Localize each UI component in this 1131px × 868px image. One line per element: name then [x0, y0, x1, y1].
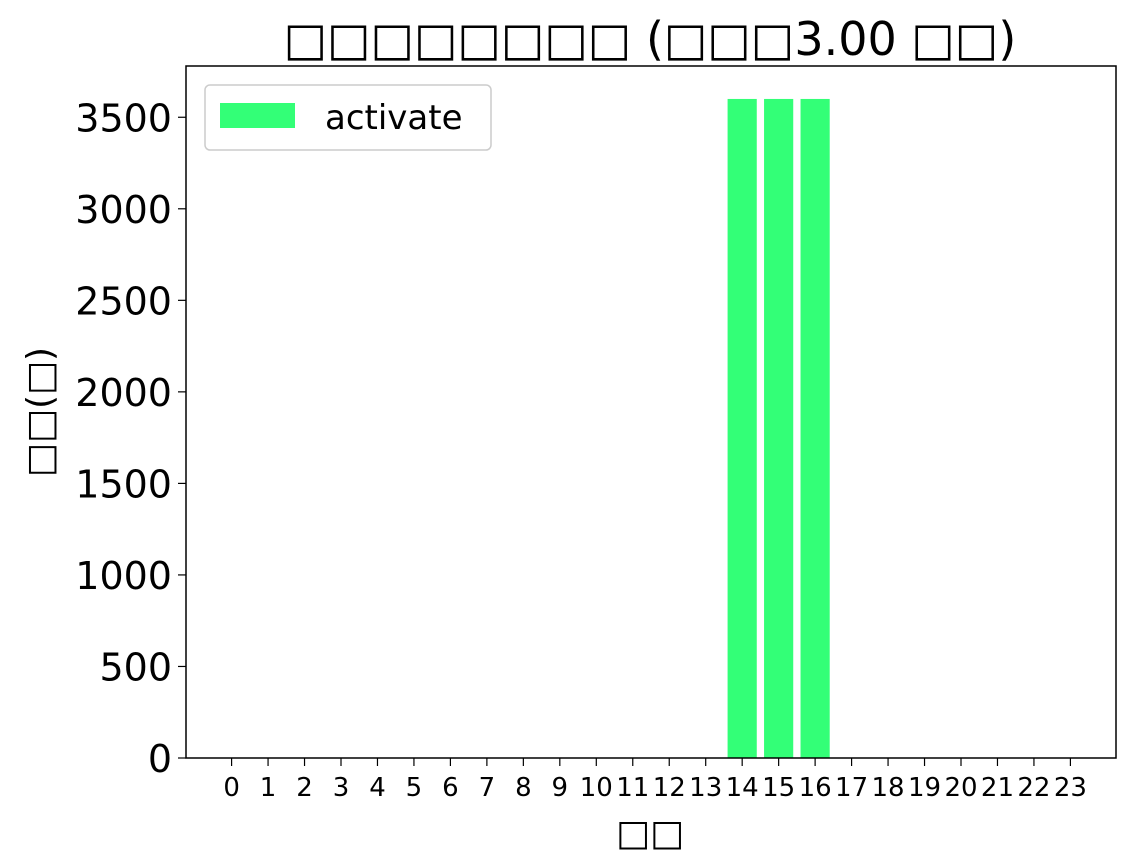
legend-box	[204, 84, 492, 151]
x-tick-label: 6	[442, 773, 459, 803]
y-tick-label: 1500	[75, 462, 172, 506]
x-tick-label: 3	[333, 773, 350, 803]
legend-label-activate: activate	[325, 98, 463, 138]
x-tick-label: 11	[616, 773, 649, 803]
x-tick-label: 1	[260, 773, 277, 803]
y-tick-label: 1000	[75, 554, 172, 598]
bar-hour-15	[764, 98, 794, 758]
y-tick-label: 3500	[75, 96, 172, 140]
x-tick-label: 16	[799, 773, 832, 803]
x-axis-label: □□	[616, 813, 684, 854]
x-tick-label: 4	[369, 773, 386, 803]
bar-hour-14	[727, 98, 757, 758]
x-tick-label: 19	[908, 773, 941, 803]
y-axis-label: □□(□)	[20, 347, 61, 477]
x-tick-label: 17	[835, 773, 868, 803]
x-tick-label: 10	[580, 773, 613, 803]
y-axis-ticks: 0 500 1000 1500 2000 2500 3000 3500	[75, 96, 186, 781]
x-tick-label: 15	[762, 773, 795, 803]
bar-hour-16	[800, 98, 830, 758]
x-tick-label: 14	[726, 773, 759, 803]
y-tick-label: 500	[99, 645, 172, 689]
chart-title: □□□□□□□□ (□□□3.00 □□)	[284, 12, 1017, 66]
legend-swatch-activate	[220, 103, 295, 128]
legend: activate	[204, 84, 492, 151]
x-tick-label: 20	[944, 773, 977, 803]
plot-area-frame	[185, 65, 1117, 759]
x-tick-label: 23	[1054, 773, 1087, 803]
x-tick-label: 12	[653, 773, 686, 803]
x-axis-ticks: 0 1 2 3 4 5 6 7 8 9 10 11 12 13 14 15 16 17 18 19 20 21 22 23	[223, 758, 1087, 803]
x-tick-label: 18	[872, 773, 905, 803]
x-tick-label: 8	[515, 773, 532, 803]
x-tick-label: 22	[1017, 773, 1050, 803]
y-tick-label: 3000	[75, 188, 172, 232]
y-tick-label: 0	[148, 737, 172, 781]
y-tick-label: 2500	[75, 279, 172, 323]
x-tick-label: 9	[552, 773, 569, 803]
bars-group	[727, 98, 830, 758]
x-tick-label: 2	[296, 773, 313, 803]
x-tick-label: 0	[223, 773, 240, 803]
y-tick-label: 2000	[75, 371, 172, 415]
x-tick-label: 7	[479, 773, 496, 803]
x-tick-label: 5	[406, 773, 423, 803]
x-tick-label: 13	[689, 773, 722, 803]
x-tick-label: 21	[981, 773, 1014, 803]
